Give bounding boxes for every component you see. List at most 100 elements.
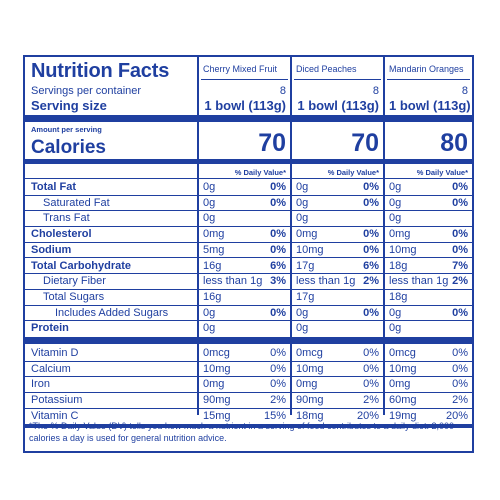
vitamin-label: Potassium [31,394,83,407]
vitamin-dv: 0% [452,362,468,375]
nutrient-amount: less than 1g [389,275,449,288]
vitamin-amount: 0mcg [389,347,416,359]
nutrient-amount: 0g [389,196,402,209]
vitamin-amount: 10mg [389,362,417,375]
nutrient-amount: 0g [203,322,216,335]
nutrient-amount: 17g [296,290,315,303]
divider [25,195,474,196]
nutrient-label: Protein [31,322,69,335]
calories-value: 70 [351,129,379,157]
nutrient-label: Total Sugars [43,290,105,303]
nutrient-dv: 2% [363,275,379,288]
column-separator [290,57,292,415]
nutrient-amount: 16g [203,259,222,272]
nutrient-dv: 0% [363,306,379,319]
nutrient-amount: 0g [389,306,402,319]
vitamin-amount: 0mcg [203,347,230,359]
nutrient-dv: 0% [270,243,286,256]
nutrient-label: Cholesterol [31,228,92,241]
daily-value-header: % Daily Value* [234,168,286,177]
nutrient-label: Saturated Fat [43,196,110,209]
medium-divider [25,159,474,164]
amount-per-serving-label: Amount per serving [31,125,102,134]
title: Nutrition Facts [31,60,170,82]
nutrient-amount: 17g [296,259,315,272]
divider [25,392,474,393]
vitamin-amount: 0mg [203,378,225,391]
divider [25,361,474,362]
nutrient-dv: 0% [363,228,379,241]
nutrition-facts-panel: Nutrition Facts Servings per container Ser… [23,55,474,453]
nutrient-label: Trans Fat [43,212,90,225]
vitamin-label: Calcium [31,362,71,375]
nutrient-amount: 0g [389,322,402,335]
nutrient-amount: 10mg [389,243,417,256]
divider [25,376,474,377]
thick-divider [25,115,474,122]
nutrient-amount: 0g [203,306,216,319]
nutrient-amount: 5mg [203,243,225,256]
nutrient-amount: 0g [296,181,309,193]
nutrient-amount: 0g [389,181,402,193]
calories-value: 80 [440,129,468,157]
nutrient-dv: 6% [363,259,379,272]
vitamin-dv: 0% [363,378,379,391]
footnote: *The % Daily Value (DV) tells you how mu… [29,421,455,443]
daily-value-header: % Daily Value* [416,168,468,177]
serving-size-label: Serving size [31,98,107,113]
vitamin-dv: 0% [270,347,286,359]
nutrient-amount: 10mg [296,243,324,256]
nutrient-amount: 0g [296,212,309,225]
nutrient-amount: 0g [389,212,402,225]
nutrient-amount: 16g [203,290,222,303]
divider [25,305,474,306]
vitamin-amount: 0mg [389,378,411,391]
vitamin-amount: 60mg [389,394,417,407]
nutrient-dv: 7% [452,259,468,272]
nutrient-dv: 0% [363,196,379,209]
divider [201,79,288,80]
divider [25,242,474,243]
nutrient-dv: 0% [452,228,468,241]
vitamin-dv: 20% [445,409,468,422]
divider [387,79,470,80]
vitamin-amount: 10mg [296,362,324,375]
nutrient-dv: 0% [452,243,468,256]
calories-label: Calories [31,137,106,158]
product-servings: 8 [372,85,379,97]
divider [25,210,474,211]
divider [25,273,474,274]
vitamin-amount: 0mcg [296,347,323,359]
thick-divider [25,337,474,344]
vitamin-dv: 0% [363,347,379,359]
vitamin-amount: 19mg [389,409,417,422]
vitamin-dv: 0% [363,362,379,375]
vitamin-label: Vitamin C [31,409,79,422]
product-serving-size: 1 bowl (113g) [204,98,286,113]
vitamin-amount: 18mg [296,409,324,422]
nutrient-dv: 0% [363,243,379,256]
nutrient-amount: 0g [203,181,216,193]
product-name: Cherry Mixed Fruit [203,64,278,74]
vitamin-dv: 0% [270,378,286,391]
divider [25,289,474,290]
medium-divider [25,424,474,428]
product-serving-size: 1 bowl (113g) [389,98,471,113]
divider [294,79,381,80]
servings-label: Servings per container [31,85,142,97]
calories-value: 70 [258,129,286,157]
nutrient-dv: 3% [270,275,286,288]
vitamin-label: Iron [31,378,50,391]
nutrient-label: Total Carbohydrate [31,259,132,272]
divider [25,226,474,227]
vitamin-dv: 15% [263,409,286,422]
nutrient-label: Total Fat [31,181,77,193]
nutrient-amount: 0mg [389,228,411,241]
product-servings: 8 [279,85,286,97]
vitamin-dv: 0% [270,362,286,375]
nutrient-dv: 0% [270,181,286,193]
nutrient-amount: 18g [389,290,408,303]
nutrient-label: Sodium [31,243,72,256]
vitamin-amount: 15mg [203,409,231,422]
product-name: Diced Peaches [296,64,357,74]
